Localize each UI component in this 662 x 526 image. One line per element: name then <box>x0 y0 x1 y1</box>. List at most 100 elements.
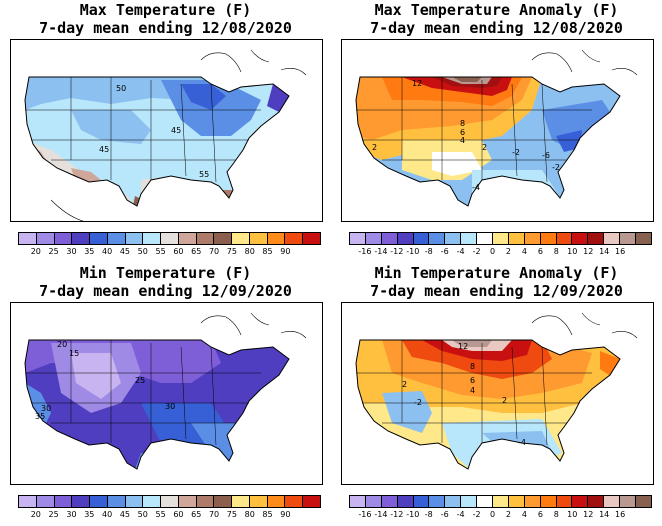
color-swatch <box>267 233 286 244</box>
color-scale-tick-label: -10 <box>406 247 420 256</box>
color-swatch <box>381 233 398 244</box>
color-scale-tick-label: 40 <box>102 510 113 519</box>
color-swatch <box>90 233 108 244</box>
color-swatch <box>540 233 557 244</box>
contour-label: 6 <box>470 376 475 385</box>
color-swatch <box>232 496 250 507</box>
color-scale-tick-label: 8 <box>553 247 559 256</box>
color-scale-tick-label: 6 <box>537 247 543 256</box>
color-scale-tick-label: -6 <box>440 247 449 256</box>
color-swatch <box>365 233 382 244</box>
contour-label: 8 <box>470 362 475 371</box>
color-scale-bar <box>18 232 321 245</box>
color-swatch <box>413 233 430 244</box>
color-scale-tick-label: -8 <box>424 510 433 519</box>
contour-label: -2 <box>552 163 560 172</box>
contour-label: 20 <box>57 340 67 349</box>
color-swatch <box>72 496 91 507</box>
color-scale-tick-label: 45 <box>119 510 131 519</box>
color-swatch <box>461 496 478 507</box>
color-swatch <box>540 496 557 507</box>
color-scale-labels: -16 -14 -12 -10 -8 -6 -4 -2 0 2 4 6 8 10 12 14 16 <box>349 247 652 259</box>
color-scale-bar <box>18 495 321 508</box>
min-temp-map: 20 15 25 30 30 35 <box>10 302 323 485</box>
color-scale-tick-label: 16 <box>615 247 626 256</box>
color-swatch <box>267 496 286 507</box>
contour-label: 30 <box>41 404 51 413</box>
color-swatch <box>524 496 541 507</box>
contour-label: 8 <box>460 119 465 128</box>
color-swatch <box>143 233 162 244</box>
color-scale-tick-label: -14 <box>374 510 388 519</box>
color-scale-tick-label: 14 <box>599 510 610 519</box>
color-scale-tick-label: 12 <box>583 510 594 519</box>
contour-label: -4 <box>472 183 480 192</box>
color-swatch <box>36 233 55 244</box>
panel-subtitle: 7-day mean ending 12/08/2020 <box>39 19 292 37</box>
color-swatch <box>477 496 494 507</box>
color-swatch <box>429 496 446 507</box>
color-scale-tick-label: -16 <box>358 510 372 519</box>
color-swatch <box>604 496 621 507</box>
color-scale-tick-label: 70 <box>208 247 220 256</box>
color-swatch <box>19 496 37 507</box>
color-swatch <box>636 233 651 244</box>
panel-title: Min Temperature (F) <box>79 264 252 282</box>
contour-label: -2 <box>512 148 520 157</box>
panel-title: Max Temperature (F) <box>79 1 252 19</box>
contour-label: 45 <box>171 126 181 135</box>
color-swatch <box>620 496 637 507</box>
color-scale-tick-label: 40 <box>102 247 113 256</box>
color-scale-tick-label: -6 <box>440 510 449 519</box>
contour-label: 30 <box>165 402 175 411</box>
color-swatch <box>445 496 462 507</box>
color-swatch <box>285 496 304 507</box>
color-swatch <box>350 233 366 244</box>
color-swatch <box>365 496 382 507</box>
color-swatch <box>429 233 446 244</box>
color-swatch <box>178 496 197 507</box>
color-scale-tick-label: 65 <box>191 247 202 256</box>
color-swatch <box>445 233 462 244</box>
color-swatch <box>90 496 108 507</box>
max-temp-map: 50 45 45 55 <box>10 39 323 222</box>
color-swatch <box>125 496 144 507</box>
color-scale-tick-label: 30 <box>66 247 77 256</box>
contour-label: 50 <box>116 84 126 93</box>
color-swatch <box>107 233 126 244</box>
color-scale-tick-label: 25 <box>48 247 59 256</box>
color-swatch <box>350 496 366 507</box>
color-scale-tick-label: 70 <box>208 510 220 519</box>
color-swatch <box>214 233 233 244</box>
color-swatch <box>572 233 589 244</box>
color-scale-tick-label: 8 <box>553 510 559 519</box>
contour-label: 2 <box>482 143 487 152</box>
color-scale-bar <box>349 495 652 508</box>
contour-label: -4 <box>518 438 526 447</box>
color-swatch <box>493 496 509 507</box>
color-scale-tick-label: 10 <box>567 510 578 519</box>
max-temp-anomaly-panel: Max Temperature Anomaly (F) 7-day mean e… <box>331 0 662 263</box>
color-scale-tick-label: 10 <box>567 247 578 256</box>
color-swatch <box>285 233 304 244</box>
color-swatch <box>196 496 215 507</box>
min-temp-anomaly-map: 12 8 6 4 2 2 -2 -4 <box>341 302 654 485</box>
color-scale-tick-label: 80 <box>244 510 255 519</box>
panel-subtitle: 7-day mean ending 12/08/2020 <box>370 19 623 37</box>
panel-subtitle: 7-day mean ending 12/09/2020 <box>39 282 292 300</box>
color-swatch <box>161 496 179 507</box>
color-swatch <box>381 496 398 507</box>
color-scale-labels: -16 -14 -12 -10 -8 -6 -4 -2 0 2 4 6 8 10 12 14 16 <box>349 510 652 522</box>
contour-label: 35 <box>35 412 45 421</box>
contour-label: 2 <box>402 380 407 389</box>
color-scale-tick-label: 75 <box>226 510 237 519</box>
color-swatch <box>636 496 651 507</box>
color-swatch <box>413 496 430 507</box>
color-swatch <box>196 233 215 244</box>
color-scale-tick-label: 0 <box>489 247 496 256</box>
color-scale-tick-label: -16 <box>358 247 372 256</box>
color-scale-tick-label: 90 <box>280 510 291 519</box>
color-swatch <box>249 496 268 507</box>
color-scale-bar <box>349 232 652 245</box>
contour-label: 2 <box>502 396 507 405</box>
